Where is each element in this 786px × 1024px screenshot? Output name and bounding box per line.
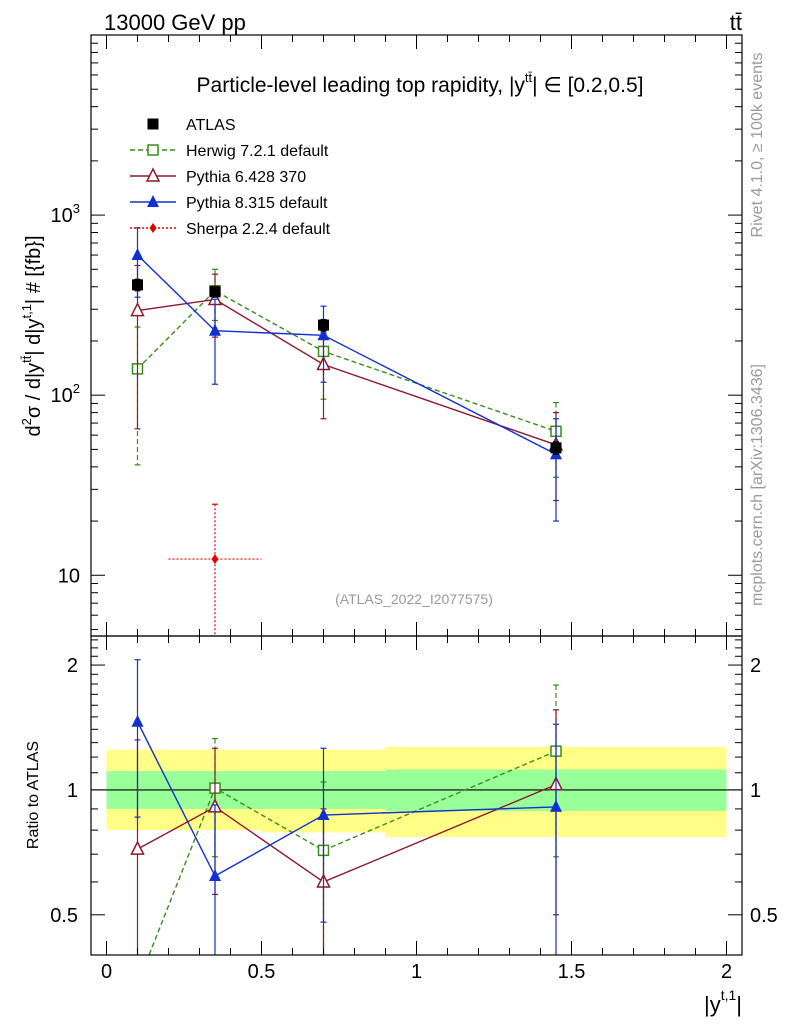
marker-ratio-pythia-8-315-default-3 <box>550 799 562 812</box>
legend-entry-pythia-8-315-default: Pythia 8.315 default <box>130 195 328 212</box>
marker-main-atlas-2 <box>318 319 329 331</box>
main-series-layer <box>130 227 564 636</box>
legend-marker-sherpa-2-2-4-default <box>149 223 157 233</box>
series-line-ratio-herwig-7-2-1-default <box>148 750 557 955</box>
legend-entry-sherpa-2-2-4-default: Sherpa 2.2.4 default <box>130 221 331 238</box>
ratio-axes: 0.5 0.5 1 1 2 2 0 0.5 1 1.5 2 <box>50 635 778 983</box>
legend: ATLAS Herwig 7.2.1 default Pythia 6.428 37… <box>130 117 331 238</box>
main-panel: 10 102 103 Particle-level leading top rapi… <box>19 34 743 637</box>
title-part-sup: tt̄ <box>525 70 533 85</box>
title-part-y: y <box>514 74 525 97</box>
mcplots-label: mcplots.cern.ch [arXiv:1306.3436] <box>749 364 766 606</box>
ratio-panel: 0.5 0.5 1 1 2 2 0 0.5 1 1.5 2 Ratio to ATLAS |yt,1… <box>25 635 778 1017</box>
x-tick-label-4: 2 <box>721 961 732 983</box>
legend-marker-atlas <box>147 118 159 130</box>
ratio-y-tick-label-left-0: 0.5 <box>50 905 78 927</box>
legend-entry-herwig-7-2-1-default: Herwig 7.2.1 default <box>130 143 329 160</box>
ratio-y-axis-label: Ratio to ATLAS <box>25 741 42 849</box>
marker-ratio-pythia-8-315-default-0 <box>131 714 144 727</box>
x-tick-label-3: 1.5 <box>558 961 586 983</box>
legend-marker-pythia-6-428-370 <box>145 167 161 182</box>
main-y-tick-label-1: 102 <box>51 381 80 407</box>
series-line-main-pythia-6-428-370 <box>137 298 557 446</box>
ratio-y-tick-label-right-0: 0.5 <box>750 905 778 927</box>
ratio-y-tick-label-right-1: 1 <box>750 780 761 802</box>
title-part-1: Particle-level leading top rapidity, | <box>197 74 515 97</box>
marker-ratio-pythia-8-315-default-1 <box>209 869 221 882</box>
legend-label-pythia-8-315-default: Pythia 8.315 default <box>186 195 328 212</box>
process-label: tt̄ <box>730 10 742 35</box>
series-line-ratio-pythia-6-428-370 <box>137 783 557 883</box>
series-main-pythia-8-315-default <box>131 227 562 522</box>
series-main-sherpa-2-2-4-default <box>168 503 262 636</box>
legend-marker-herwig-7-2-1-default <box>147 144 159 156</box>
main-y-tick-label-2: 103 <box>51 201 80 227</box>
ratio-y-tick-label-right-2: 2 <box>750 655 761 677</box>
series-line-ratio-pythia-8-315-default <box>136 721 557 878</box>
marker-ratio-pythia-6-428-370-0 <box>130 840 145 855</box>
marker-main-atlas-3 <box>550 442 562 454</box>
marker-main-atlas-0 <box>132 279 143 291</box>
legend-entry-atlas: ATLAS <box>147 117 236 134</box>
energy-label: 13000 GeV pp <box>104 10 246 35</box>
main-axes: 10 102 103 <box>51 34 743 637</box>
marker-ratio-pythia-8-315-default-2 <box>317 808 330 821</box>
legend-label-atlas: ATLAS <box>186 117 236 134</box>
series-line-main-pythia-8-315-default <box>137 254 557 455</box>
x-tick-label-0: 0 <box>101 961 112 983</box>
main-title: Particle-level leading top rapidity, |yt… <box>197 70 644 97</box>
x-tick-label-1: 0.5 <box>248 961 276 983</box>
marker-main-pythia-8-315-default-0 <box>131 248 144 261</box>
main-y-axis-label: d2σ / d|ytt̄| d|yt,1| # [{fb}] <box>19 235 45 436</box>
analysis-watermark: (ATLAS_2022_I2077575) <box>335 591 493 607</box>
marker-main-pythia-8-315-default-2 <box>317 328 330 341</box>
main-y-tick-label-0: 10 <box>58 565 80 587</box>
ratio-y-tick-label-left-2: 2 <box>67 655 78 677</box>
legend-label-herwig-7-2-1-default: Herwig 7.2.1 default <box>186 143 329 160</box>
x-axis-label: |yt,1| <box>704 987 742 1017</box>
series-main-atlas <box>132 278 562 455</box>
rivet-version-label: Rivet 4.1.0, ≥ 100k events <box>749 53 766 238</box>
legend-label-pythia-6-428-370: Pythia 6.428 370 <box>186 169 306 186</box>
series-line-main-herwig-7-2-1-default <box>137 289 557 432</box>
ratio-y-tick-label-left-1: 1 <box>67 780 78 802</box>
legend-marker-pythia-8-315-default <box>147 195 159 207</box>
legend-label-sherpa-2-2-4-default: Sherpa 2.2.4 default <box>186 221 331 238</box>
marker-main-sherpa-2-2-4-default-0 <box>211 554 219 565</box>
series-ratio-pythia-8-315-default <box>131 659 562 955</box>
marker-main-atlas-1 <box>209 286 221 298</box>
marker-main-pythia-8-315-default-1 <box>209 323 221 336</box>
legend-entry-pythia-6-428-370: Pythia 6.428 370 <box>130 167 306 186</box>
ratio-series-layer <box>130 659 564 955</box>
title-part-range: | ∈ [0.2,0.5] <box>532 74 643 97</box>
x-tick-label-2: 1 <box>411 961 422 983</box>
marker-main-pythia-6-428-370-0 <box>130 301 145 317</box>
